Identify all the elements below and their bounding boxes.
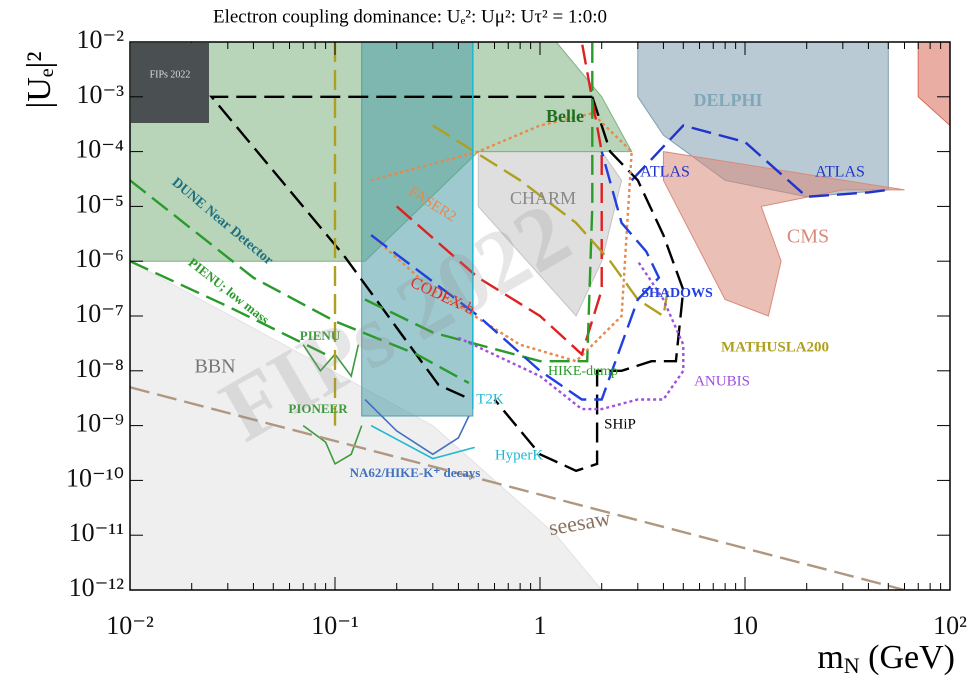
series-dash — [395, 42, 603, 357]
y-tick-label: 10⁻⁵ — [75, 189, 124, 218]
y-tick-label: 10⁻³ — [76, 80, 124, 109]
badge-image — [131, 43, 209, 123]
series-dot — [457, 260, 685, 411]
series-dash — [130, 260, 327, 356]
y-tick-label: 10⁻⁷ — [75, 299, 124, 328]
series-label: ATLAS — [640, 164, 690, 181]
x-axis-label: mN (GeV) — [817, 639, 955, 678]
series-label: CHARM — [510, 188, 576, 208]
y-tick-label: 10⁻⁸ — [75, 354, 124, 383]
series-dash — [432, 124, 669, 318]
x-label-rest: (GeV) — [860, 639, 955, 676]
y-tick-label: 10⁻⁶ — [75, 244, 124, 273]
plot-area — [130, 42, 950, 590]
series-dash — [493, 96, 685, 473]
series-label: HIKE-dump — [548, 364, 618, 379]
y-tick-label: 10⁻⁹ — [75, 409, 124, 438]
series-label: Belle — [546, 106, 584, 126]
series-label: SHiP — [604, 416, 636, 432]
series-label: ANUBIS — [694, 373, 750, 389]
x-tick-label: 10⁻² — [106, 611, 154, 640]
x-tick-label: 10⁻¹ — [311, 611, 359, 640]
series-label: ATLAS — [815, 164, 865, 181]
x-label-sub: N — [844, 653, 860, 678]
series-label: seesaw — [547, 505, 613, 540]
series-label: CMS — [787, 226, 829, 248]
badge-text: FIPs 2022 — [150, 69, 191, 80]
y-tick-label: 10⁻⁴ — [75, 135, 124, 164]
series-dash — [209, 95, 593, 401]
x-tick-label: 1 — [534, 611, 547, 640]
series-label: SHADOWS — [641, 286, 713, 301]
series-label: NA62/HIKE-K⁺ decays — [350, 465, 481, 480]
series-label: HyperK — [495, 447, 543, 463]
series-label: PIENU — [300, 328, 341, 343]
series-dash — [130, 386, 905, 590]
y-axis-label: |Uₑ|² — [21, 51, 58, 108]
y-tick-label: 10⁻¹¹ — [69, 518, 124, 547]
x-tick-label: 10² — [933, 611, 967, 640]
x-tick-label: 10 — [732, 611, 758, 640]
series-label: MATHUSLA200 — [721, 339, 829, 355]
series-label: PIONEER — [288, 401, 348, 416]
series-solid — [364, 398, 470, 456]
y-tick-label: 10⁻¹⁰ — [66, 463, 124, 492]
series-dash — [364, 42, 594, 363]
series-fill — [662, 151, 905, 317]
series-fill — [130, 260, 603, 590]
series-label: DELPHI — [693, 90, 762, 110]
series-label: T2K — [476, 391, 504, 407]
series-solid — [370, 424, 475, 460]
series-dash — [370, 151, 661, 401]
series-dot — [370, 111, 633, 363]
series-solid — [302, 424, 363, 466]
series-fill — [361, 42, 474, 417]
x-label-base: m — [817, 639, 843, 676]
y-tick-label: 10⁻² — [76, 25, 124, 54]
series-fill — [917, 42, 950, 127]
y-tick-label: 10⁻¹² — [69, 573, 125, 602]
chart-title: Electron coupling dominance: Uₑ²: Uμ²: U… — [213, 6, 607, 27]
series-label: BBN — [194, 356, 235, 378]
series-dash — [630, 124, 889, 199]
